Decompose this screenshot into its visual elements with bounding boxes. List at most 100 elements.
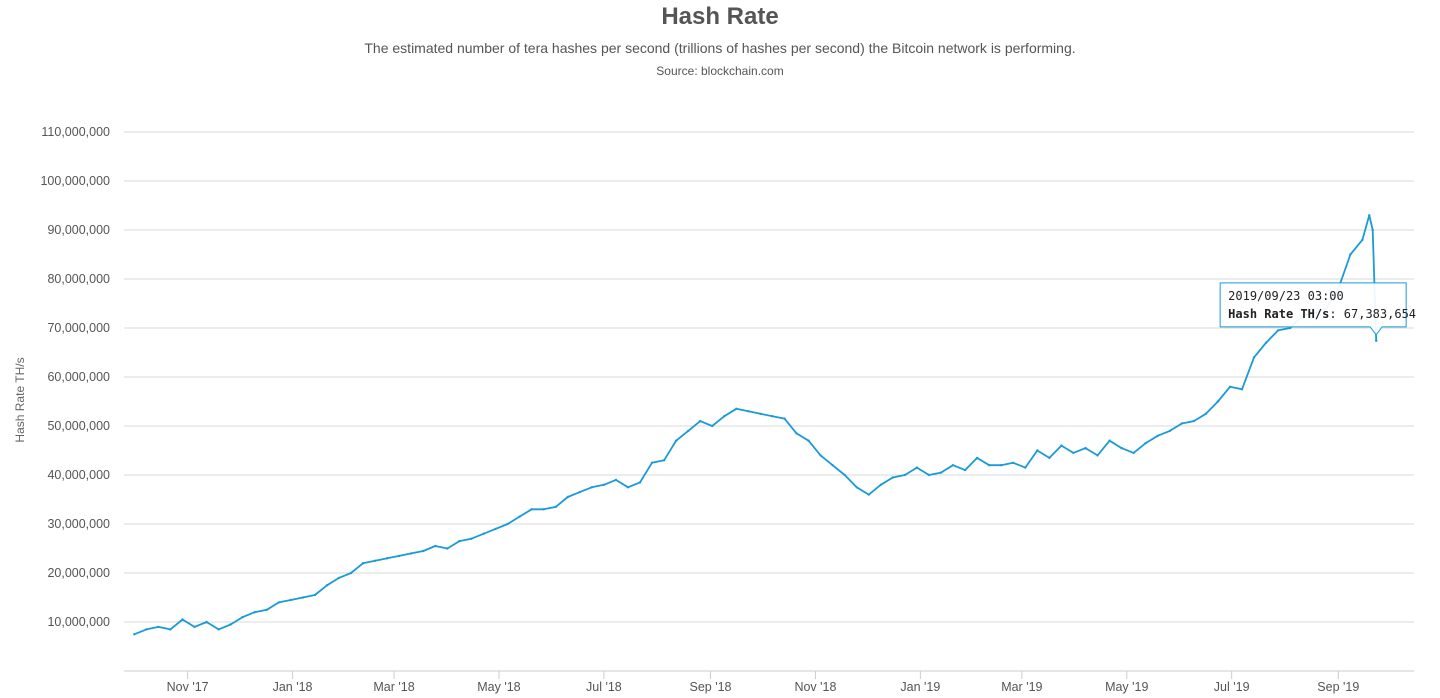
data-point[interactable] <box>1000 464 1003 467</box>
data-point[interactable] <box>434 544 437 548</box>
data-point[interactable] <box>1144 441 1147 445</box>
data-point[interactable] <box>891 476 894 479</box>
data-point[interactable] <box>699 419 702 423</box>
data-point[interactable] <box>771 415 774 418</box>
data-point[interactable] <box>133 633 136 636</box>
data-point[interactable] <box>289 598 292 602</box>
data-point[interactable] <box>313 593 317 597</box>
data-point[interactable] <box>855 486 858 489</box>
data-point[interactable] <box>181 618 184 621</box>
data-point[interactable] <box>241 615 244 619</box>
data-point[interactable] <box>373 559 377 562</box>
data-point[interactable] <box>951 464 955 467</box>
data-point[interactable] <box>1108 439 1111 442</box>
data-point[interactable] <box>1072 451 1075 455</box>
data-point[interactable] <box>674 439 678 442</box>
data-point[interactable] <box>1156 434 1159 437</box>
data-point[interactable] <box>927 473 931 477</box>
data-point[interactable] <box>795 432 798 435</box>
data-point[interactable] <box>361 562 365 565</box>
data-point[interactable] <box>963 468 967 472</box>
data-point[interactable] <box>735 407 738 410</box>
data-point[interactable] <box>446 547 449 550</box>
data-point[interactable] <box>1252 356 1256 359</box>
data-point[interactable] <box>903 473 907 477</box>
data-point[interactable] <box>988 464 991 467</box>
data-point[interactable] <box>1060 444 1063 447</box>
data-point[interactable] <box>1375 339 1378 342</box>
data-point[interactable] <box>1024 466 1027 469</box>
data-point[interactable] <box>747 410 750 413</box>
data-point[interactable] <box>626 486 630 489</box>
data-point[interactable] <box>1180 422 1184 425</box>
data-point[interactable] <box>277 601 280 604</box>
data-point[interactable] <box>193 625 196 629</box>
data-point[interactable] <box>253 611 256 614</box>
data-point[interactable] <box>1096 454 1099 457</box>
data-point[interactable] <box>205 620 208 624</box>
data-point[interactable] <box>711 424 714 428</box>
data-point[interactable] <box>398 554 401 558</box>
data-point[interactable] <box>1120 446 1123 450</box>
data-point[interactable] <box>1168 429 1172 433</box>
data-point[interactable] <box>482 532 485 535</box>
data-point[interactable] <box>1276 329 1280 332</box>
data-point[interactable] <box>1012 461 1015 464</box>
data-point[interactable] <box>1371 228 1374 232</box>
data-point[interactable] <box>807 439 810 442</box>
data-point[interactable] <box>1048 456 1051 460</box>
data-point[interactable] <box>1132 451 1135 455</box>
data-point[interactable] <box>470 537 473 540</box>
data-point[interactable] <box>506 522 509 526</box>
data-point[interactable] <box>265 608 268 611</box>
data-point[interactable] <box>169 628 172 631</box>
data-point[interactable] <box>518 515 521 518</box>
data-point[interactable] <box>1084 446 1087 450</box>
data-point[interactable] <box>602 483 606 486</box>
data-point[interactable] <box>566 495 569 499</box>
data-point[interactable] <box>939 471 943 474</box>
data-point[interactable] <box>1204 412 1208 415</box>
data-point[interactable] <box>867 493 870 496</box>
data-point[interactable] <box>458 539 461 543</box>
data-point[interactable] <box>831 464 834 467</box>
data-point[interactable] <box>1264 341 1268 344</box>
data-point[interactable] <box>759 412 762 415</box>
data-point[interactable] <box>1368 214 1371 217</box>
data-point[interactable] <box>325 584 329 587</box>
data-point[interactable] <box>386 557 389 560</box>
data-point[interactable] <box>843 473 846 477</box>
data-point[interactable] <box>217 628 220 631</box>
data-point[interactable] <box>337 576 341 580</box>
data-point[interactable] <box>687 429 690 433</box>
data-point[interactable] <box>349 571 353 575</box>
data-point[interactable] <box>783 417 786 420</box>
data-point[interactable] <box>819 454 822 457</box>
data-point[interactable] <box>1349 253 1352 256</box>
data-point[interactable] <box>614 478 618 482</box>
data-point[interactable] <box>1228 385 1232 388</box>
data-point[interactable] <box>494 527 497 531</box>
data-point[interactable] <box>157 625 160 629</box>
data-point[interactable] <box>590 486 593 489</box>
data-point[interactable] <box>554 505 557 509</box>
data-point[interactable] <box>1216 400 1220 403</box>
data-point[interactable] <box>915 466 919 469</box>
data-point[interactable] <box>1036 449 1039 452</box>
data-point[interactable] <box>638 481 642 484</box>
data-point[interactable] <box>723 415 726 418</box>
data-point[interactable] <box>530 508 533 511</box>
data-point[interactable] <box>542 508 545 511</box>
data-point[interactable] <box>650 461 654 464</box>
data-point[interactable] <box>975 456 979 460</box>
data-point[interactable] <box>662 459 666 462</box>
data-point[interactable] <box>1192 419 1196 423</box>
data-point[interactable] <box>145 628 148 631</box>
data-point[interactable] <box>879 483 882 486</box>
data-point[interactable] <box>422 549 425 553</box>
data-point[interactable] <box>1361 238 1364 241</box>
data-point[interactable] <box>578 490 581 494</box>
data-point[interactable] <box>229 623 232 626</box>
data-point[interactable] <box>301 596 305 599</box>
data-point[interactable] <box>1289 326 1292 330</box>
